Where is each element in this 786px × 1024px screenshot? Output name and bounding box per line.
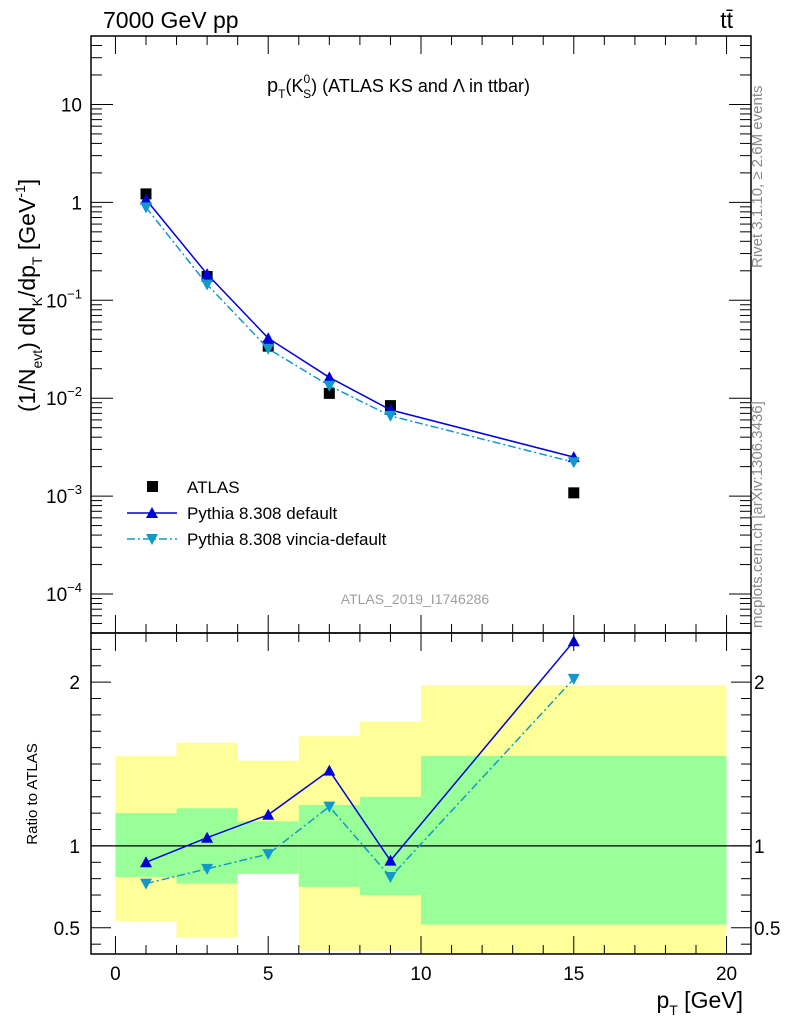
upper-plot-content (140, 188, 580, 499)
x-tick-label: 10 (410, 964, 431, 985)
ratio-y-tick-label-right: 2 (754, 673, 765, 694)
ratio-series-line-pythia-vincia (145, 678, 575, 885)
ratio-point-pythia-vincia (201, 863, 214, 875)
ratio-panel: 0.5 0.51 12 20 5 10 15 20 Ratio to ATLAS pT [Ge… (24, 632, 780, 1018)
ratio-point-pythia-default (384, 854, 397, 866)
ratio-plot-content (91, 635, 751, 954)
upper-y-tick-label: 10−2 (46, 384, 82, 410)
ratio-point-pythia-vincia (567, 673, 580, 685)
legend: ATLAS Pythia 8.308 default Pythia 8.308 … (127, 478, 387, 549)
ratio-band-inner (115, 813, 177, 878)
legend-label-pythia-default: Pythia 8.308 default (187, 504, 338, 523)
ratio-point-pythia-default (323, 764, 336, 776)
rivet-version-label: Rivet 3.1.10, ≥ 2.6M events (749, 86, 766, 269)
upper-point-pythia-vincia (384, 410, 397, 422)
upper-point-pythia-vincia (201, 279, 214, 291)
mcplots-label: mcplots.cern.ch [arXiv:1306.3436] (749, 401, 766, 628)
x-tick-label: 20 (716, 964, 737, 985)
upper-y-tick-label: 10−3 (46, 482, 82, 508)
upper-axes: 10 1 10−1 10−2 10−3 10−4 (46, 35, 751, 634)
ratio-point-pythia-default (140, 856, 152, 868)
analysis-watermark: ATLAS_2019_I1746286 (341, 591, 490, 607)
upper-point-pythia-vincia (323, 380, 336, 392)
ratio-y-tick-label: 0.5 (54, 919, 80, 940)
upper-y-axis-label: (1/Nevt) dNK/dpT [GeV-1] (12, 179, 45, 412)
ratio-y-tick-label-right: 0.5 (754, 919, 780, 940)
ratio-point-pythia-vincia (384, 872, 397, 884)
upper-point-pythia-default (140, 193, 152, 205)
ratio-point-pythia-vincia (140, 878, 152, 890)
x-tick-label: 0 (110, 964, 121, 985)
legend-marker-pythia-vincia (146, 534, 158, 545)
upper-point-pythia-vincia (140, 202, 152, 214)
header-process-label: tt̄ (720, 7, 733, 33)
upper-y-tick-label: 10−1 (46, 286, 82, 312)
x-tick-label: 15 (563, 964, 584, 985)
legend-marker-pythia-default (146, 507, 158, 518)
upper-series-line-pythia-default (145, 199, 574, 458)
legend-label-pythia-vincia: Pythia 8.308 vincia-default (187, 530, 387, 549)
upper-point-pythia-default (262, 332, 275, 344)
legend-marker-atlas (147, 481, 158, 492)
ratio-series-line-pythia-default (145, 640, 575, 863)
ratio-y-tick-label: 1 (69, 837, 80, 858)
upper-plot-title: pT(K0 S) (ATLAS KS and Λ in ttbar) (267, 72, 530, 101)
ratio-y-axis-label: Ratio to ATLAS (24, 743, 41, 844)
legend-label-atlas: ATLAS (187, 478, 240, 497)
upper-y-tick-label: 1 (71, 193, 82, 214)
upper-point-pythia-vincia (262, 343, 275, 355)
upper-series-line-pythia-vincia (145, 206, 574, 463)
ratio-y-tick-label: 2 (69, 673, 80, 694)
ratio-point-pythia-default (201, 831, 214, 843)
upper-point-pythia-default (201, 268, 214, 280)
upper-y-tick-label: 10−4 (46, 580, 82, 606)
upper-y-tick-label: 10 (61, 95, 82, 116)
upper-point-pythia-default (323, 371, 336, 383)
x-tick-label: 5 (263, 964, 274, 985)
ratio-band-inner (237, 821, 299, 874)
ratio-y-tick-label-right: 1 (754, 837, 765, 858)
ratio-point-pythia-vincia (262, 849, 275, 861)
header-energy-label: 7000 GeV pp (103, 7, 239, 33)
upper-point-atlas (568, 487, 580, 499)
upper-point-pythia-vincia (567, 457, 580, 469)
upper-panel: 10 1 10−1 10−2 10−3 10−4 pT(K0 S) (ATLAS KS an… (12, 35, 752, 634)
x-axis-label: pT [GeV] (656, 987, 743, 1018)
ratio-band-inner (421, 755, 727, 925)
ratio-axes: 0.5 0.51 12 20 5 10 15 20 (54, 633, 780, 985)
ratio-point-pythia-vincia (323, 801, 336, 813)
ratio-point-pythia-default (262, 808, 275, 820)
upper-point-atlas (323, 387, 335, 399)
